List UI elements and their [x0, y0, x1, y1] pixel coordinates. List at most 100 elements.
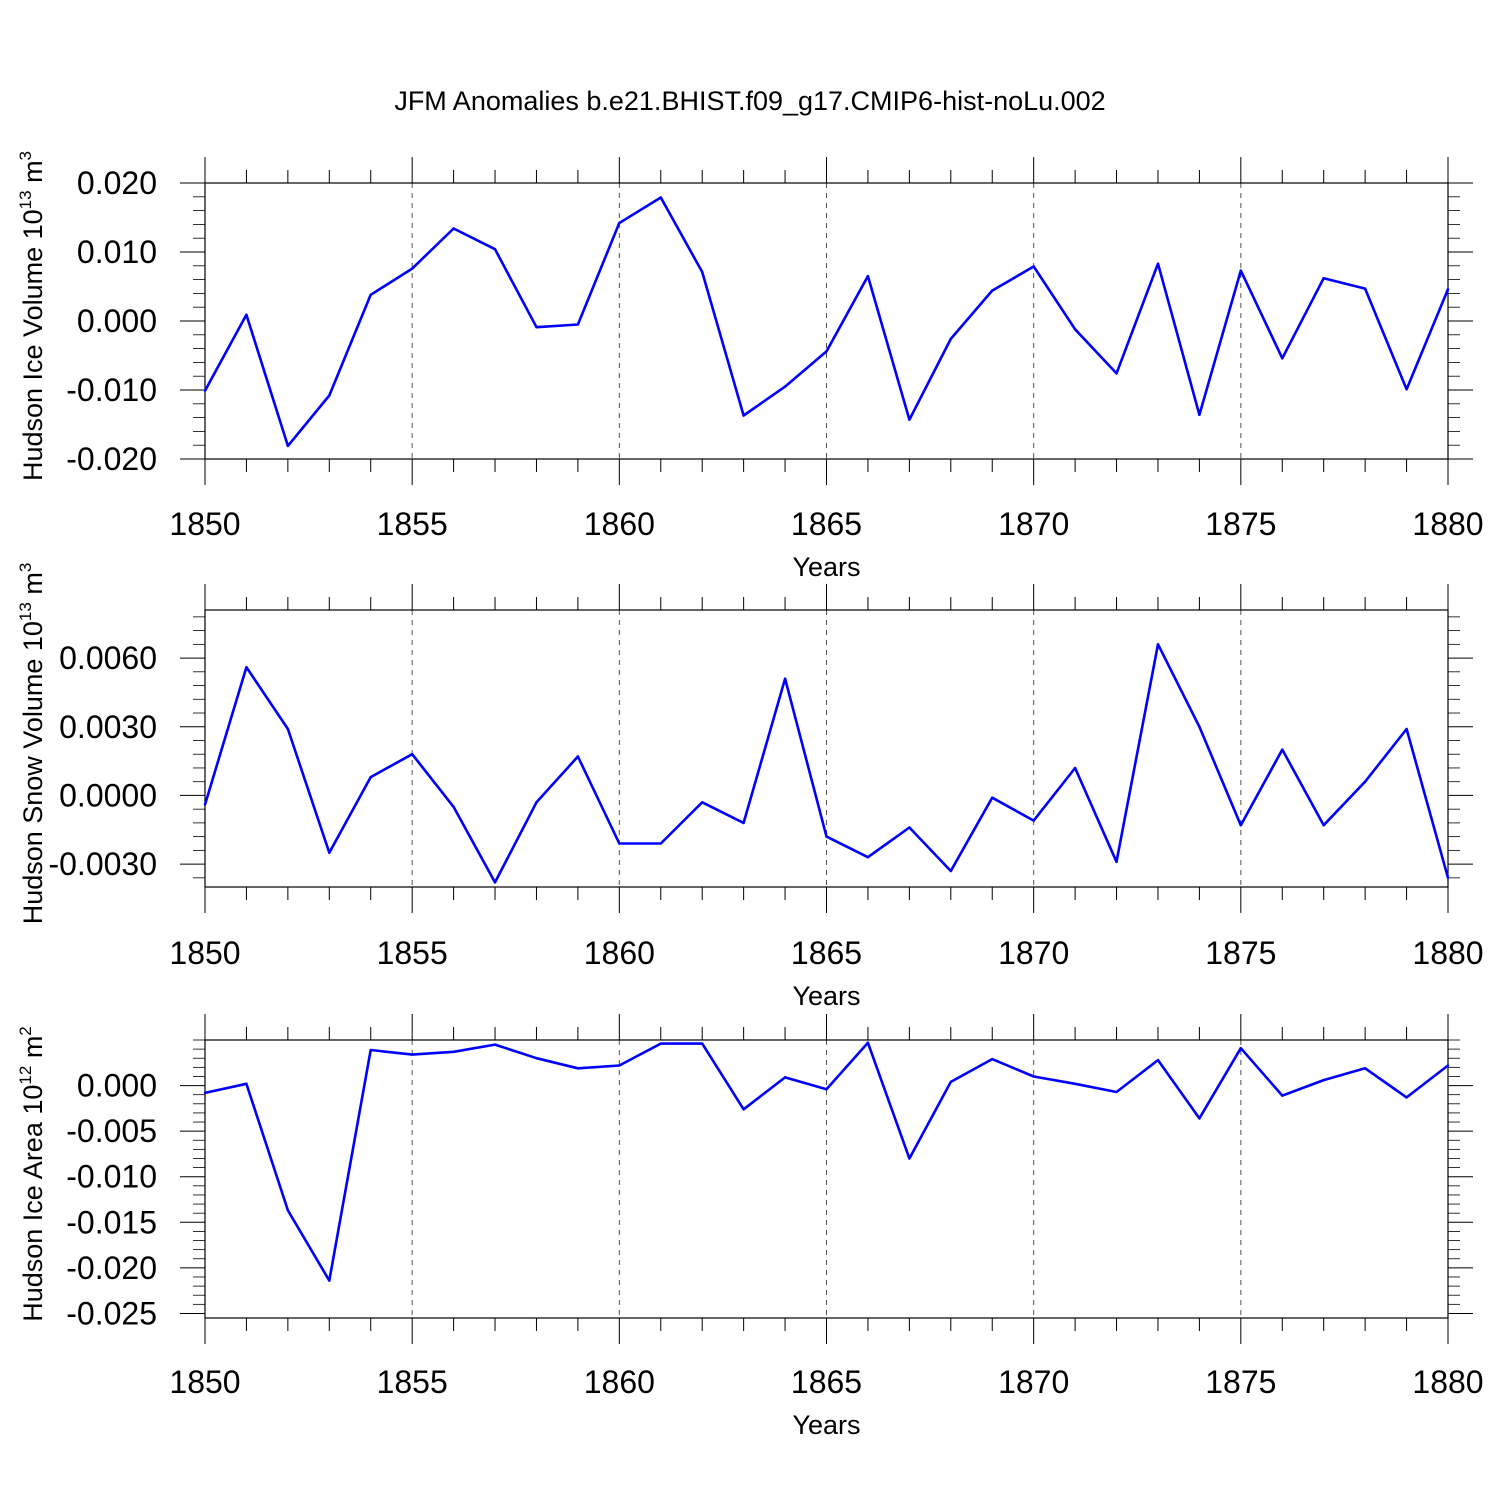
- data-point: [1239, 269, 1243, 272]
- data-point: [1363, 287, 1367, 290]
- data-point: [949, 1080, 952, 1084]
- data-point: [245, 666, 248, 669]
- x-tick-label: 1855: [377, 935, 448, 971]
- y-tick-label: 0.000: [77, 1068, 157, 1104]
- y-tick-label: -0.0030: [48, 846, 157, 882]
- data-point: [535, 326, 538, 329]
- x-tick-label: 1860: [584, 935, 655, 971]
- x-axis-title: Years: [792, 1410, 860, 1440]
- data-point: [328, 851, 331, 854]
- data-point: [203, 389, 207, 392]
- x-tick-label: 1880: [1412, 506, 1483, 542]
- x-tick-label: 1870: [998, 935, 1069, 971]
- data-point: [991, 1057, 994, 1061]
- x-tick-label: 1875: [1205, 935, 1276, 971]
- data-point: [825, 835, 828, 838]
- data-point: [908, 1157, 911, 1160]
- y-tick-label: -0.025: [66, 1295, 157, 1331]
- x-tick-label: 1850: [169, 506, 240, 542]
- data-point: [1156, 643, 1160, 646]
- y-tick-label: 0.0060: [59, 640, 157, 676]
- data-point: [1198, 413, 1201, 417]
- data-point: [410, 1053, 414, 1056]
- x-tick-label: 1855: [377, 1364, 448, 1400]
- y-tick-label: 0.020: [77, 165, 157, 201]
- panel-3: -0.025 -0.020 -0.015 -0.010 -0.005 0.000 1850 1…: [16, 1014, 1484, 1440]
- data-point: [866, 274, 870, 278]
- data-point: [203, 1091, 207, 1095]
- x-axis-title: Years: [792, 981, 860, 1011]
- data-point: [1115, 372, 1118, 375]
- data-point: [618, 842, 621, 845]
- x-tick-label: 1880: [1412, 1364, 1483, 1400]
- data-point: [1032, 819, 1035, 822]
- data-point: [410, 753, 414, 756]
- data-point: [1322, 277, 1325, 280]
- data-point: [493, 248, 497, 251]
- data-point: [783, 677, 787, 680]
- x-tick-label: 1870: [998, 1364, 1069, 1400]
- data-point: [286, 727, 290, 731]
- data-point: [1239, 1047, 1243, 1050]
- data-point: [1446, 1064, 1450, 1067]
- data-point: [1032, 265, 1035, 268]
- data-point: [659, 196, 662, 199]
- data-point: [1405, 388, 1408, 391]
- x-tick-label: 1870: [998, 506, 1069, 542]
- x-tick-label: 1865: [791, 506, 862, 542]
- data-point: [742, 1108, 745, 1111]
- data-point: [1405, 727, 1408, 731]
- data-point: [1446, 876, 1450, 880]
- data-point: [452, 227, 455, 230]
- x-tick-label: 1850: [169, 935, 240, 971]
- data-point: [1363, 1067, 1367, 1070]
- data-point: [1281, 357, 1284, 360]
- data-point: [245, 1082, 248, 1085]
- data-point: [493, 1043, 497, 1046]
- data-point: [742, 414, 745, 417]
- data-point: [1032, 1075, 1035, 1078]
- data-point: [1239, 823, 1243, 827]
- y-axis-title: Hudson Snow Volume 1013 m3: [16, 563, 48, 925]
- y-tick-label: -0.010: [66, 372, 157, 408]
- x-tick-label: 1875: [1205, 1364, 1276, 1400]
- data-point: [576, 755, 580, 758]
- data-point: [949, 337, 952, 341]
- data-point: [866, 856, 870, 859]
- y-tick-label: -0.010: [66, 1159, 157, 1195]
- data-point: [369, 293, 372, 296]
- data-point: [742, 821, 745, 825]
- data-point: [783, 1076, 787, 1079]
- data-point: [701, 270, 704, 274]
- data-point: [1198, 1117, 1201, 1120]
- data-point: [1073, 1082, 1077, 1085]
- data-point: [1281, 748, 1284, 751]
- data-point: [203, 803, 207, 806]
- data-point: [1156, 262, 1160, 265]
- data-point: [701, 801, 704, 804]
- y-axis-title: Hudson Ice Volume 1013 m3: [16, 151, 48, 481]
- panel-1: -0.020 -0.010 0.000 0.010 0.020 1850 1855 1860 1…: [16, 151, 1484, 582]
- x-tick-label: 1855: [377, 506, 448, 542]
- data-point: [245, 313, 248, 316]
- x-tick-label: 1860: [584, 1364, 655, 1400]
- data-point: [1405, 1096, 1408, 1099]
- data-point: [1322, 823, 1325, 827]
- data-point: [949, 869, 952, 873]
- x-axis-title: Years: [792, 552, 860, 582]
- data-point: [825, 1088, 828, 1091]
- data-point: [452, 1050, 455, 1054]
- data-point: [493, 881, 497, 884]
- data-point: [825, 350, 828, 353]
- data-point: [659, 842, 662, 845]
- data-point: [1115, 1090, 1118, 1094]
- y-axis-title: Hudson Ice Area 1012 m2: [16, 1026, 48, 1322]
- data-point: [991, 796, 994, 799]
- data-point: [410, 267, 414, 270]
- y-tick-label: 0.010: [77, 234, 157, 270]
- data-point: [908, 826, 911, 829]
- data-point: [1281, 1094, 1284, 1097]
- x-tick-label: 1865: [791, 1364, 862, 1400]
- data-point: [328, 394, 331, 397]
- x-tick-label: 1850: [169, 1364, 240, 1400]
